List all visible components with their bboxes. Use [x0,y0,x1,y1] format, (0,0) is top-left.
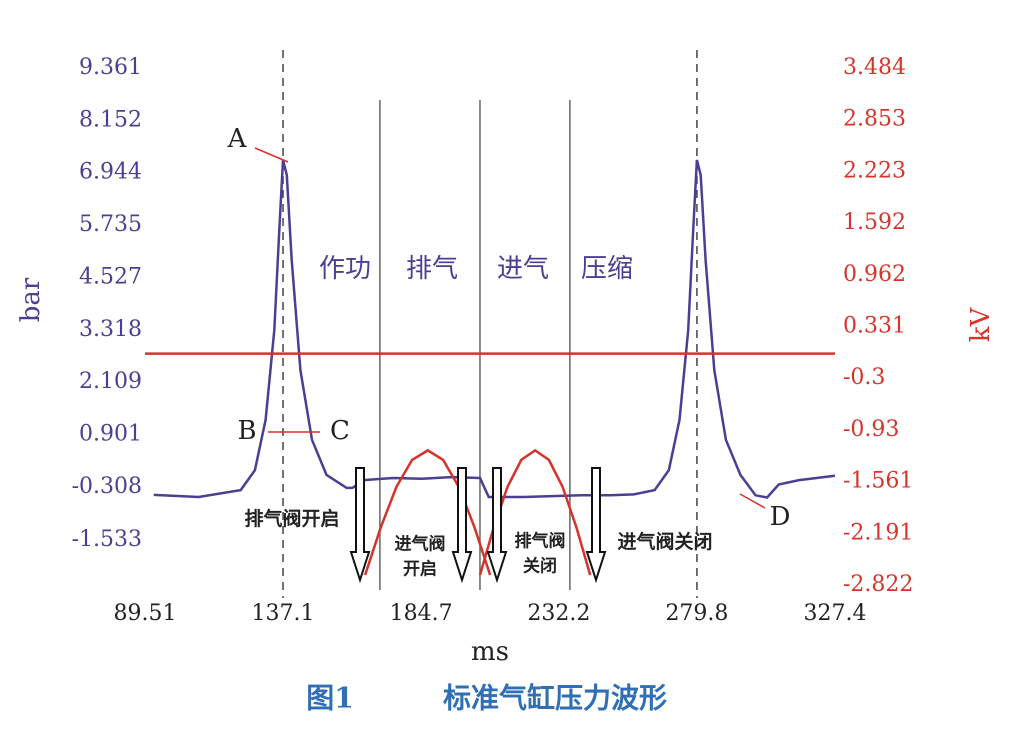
y2-tick-label: 2.223 [843,158,906,183]
y2-tick-label: 0.962 [843,262,906,287]
y-tick-label: 3.318 [79,317,142,342]
caption-number: 图1 [306,682,353,715]
x-tick-label: 232.2 [527,601,590,626]
phase-label: 进气 [497,254,549,284]
phase-label: 作功 [319,254,371,284]
series-line [153,159,836,499]
valve-arrow [451,467,473,584]
y2-tick-label: -2.191 [843,520,913,545]
phase-label: 排气 [406,254,458,284]
point-label: A [227,124,248,154]
x-tick-label: 184.7 [390,601,453,626]
pointer-a [254,147,289,163]
y-tick-label: 4.527 [79,264,142,289]
valve-event-label: 开启 [403,559,437,580]
phase-label: 压缩 [581,254,633,284]
y-tick-label: 9.361 [79,55,142,80]
y2-axis-label: kV [966,307,996,343]
y2-tick-label: 0.331 [843,314,906,339]
valve-event-label: 进气阀 [395,534,446,555]
y-tick-label: 2.109 [79,369,142,394]
valve-event-label: 排气阀开启 [244,507,339,530]
y2-tick-label: 3.484 [843,55,906,80]
y-tick-label: -1.533 [72,527,142,552]
x-tick-label: 279.8 [665,601,728,626]
y-tick-label: 8.152 [79,107,142,132]
y2-tick-label: 2.853 [843,107,906,132]
caption-title: 标准气缸压力波形 [443,682,667,715]
valve-arrow [486,467,508,584]
valve-arrow [349,467,371,584]
x-axis-label: ms [471,637,509,667]
y-tick-label: 0.901 [79,422,142,447]
y2-tick-label: -2.822 [843,572,913,597]
y-tick-label: 5.735 [79,212,142,237]
series-line [363,448,492,576]
pointer-d [739,493,766,509]
y-tick-label: -0.308 [72,474,142,499]
x-tick-label: 89.51 [114,601,177,626]
valve-arrow [585,467,607,584]
valve-event-label: 进气阀关闭 [617,530,712,553]
y-tick-label: 6.944 [79,160,142,185]
y2-tick-label: -0.3 [843,365,885,390]
y-axis-label: bar [16,277,46,322]
y2-tick-label: -0.93 [843,417,899,442]
valve-event-label: 排气阀 [515,531,566,552]
valve-event-label: 关闭 [523,556,557,577]
point-label: D [770,502,791,532]
point-label: B [237,416,256,446]
x-tick-label: 327.4 [804,601,867,626]
point-label: C [330,416,350,446]
y2-tick-label: -1.561 [843,469,913,494]
x-tick-label: 137.1 [252,601,315,626]
y2-tick-label: 1.592 [843,210,906,235]
